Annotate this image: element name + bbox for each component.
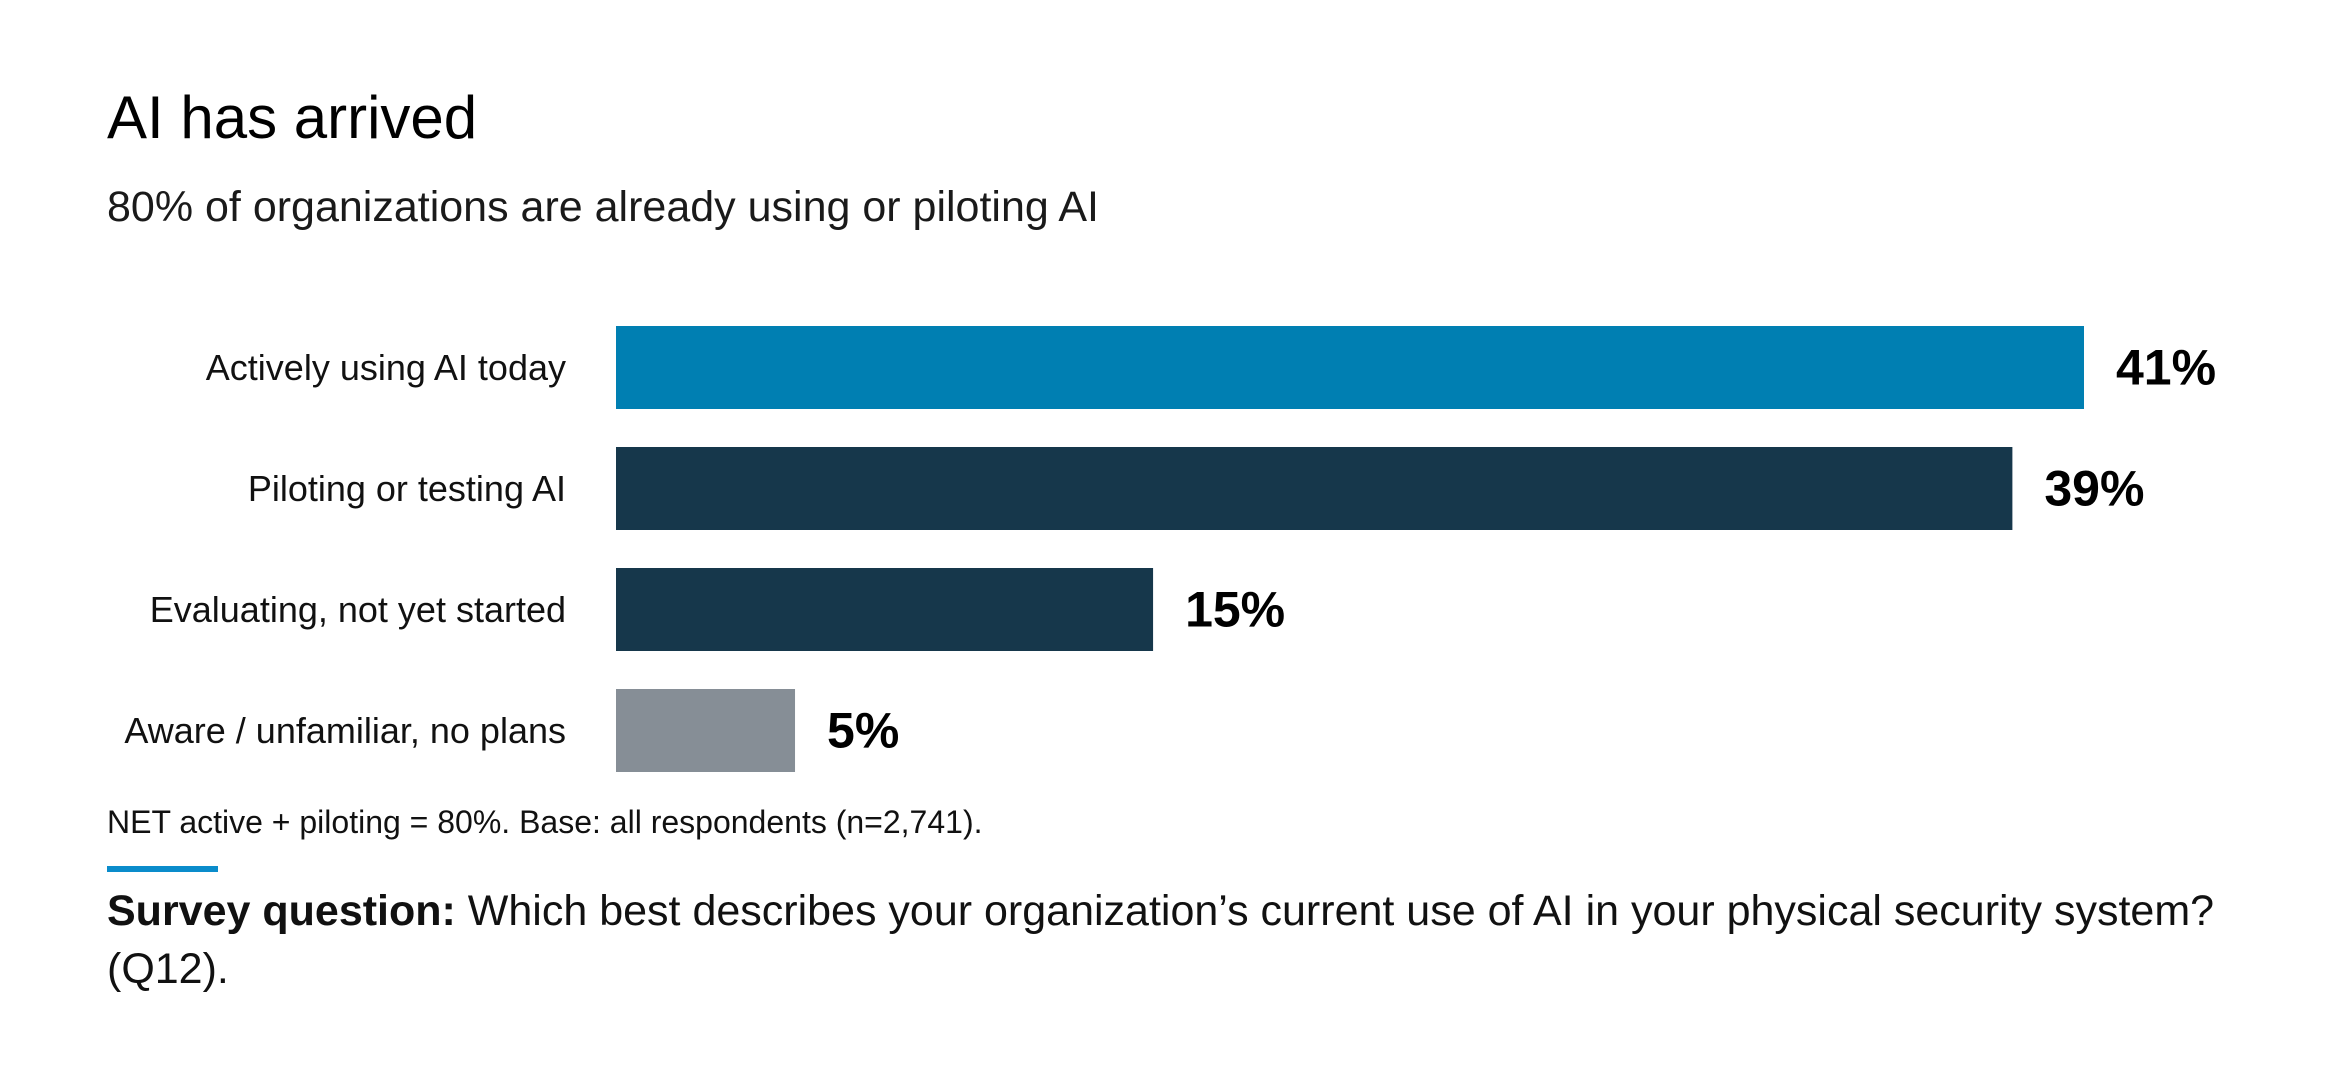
value-label-2: 15% (1185, 582, 1285, 638)
bar-2 (616, 568, 1154, 651)
value-label-3: 5% (827, 703, 899, 759)
base-note: NET active + piloting = 80%. Base: all r… (107, 804, 983, 840)
value-label-0: 41% (2116, 340, 2216, 396)
bar-3 (616, 689, 796, 772)
category-label-0: Actively using AI today (206, 347, 566, 388)
value-label-1: 39% (2044, 461, 2144, 517)
bar-0 (616, 326, 2084, 409)
bar-1 (616, 447, 2013, 530)
chart-subtitle: 80% of organizations are already using o… (107, 183, 1100, 231)
category-label-3: Aware / unfamiliar, no plans (124, 710, 566, 751)
accent-divider (107, 866, 218, 872)
survey-question: Survey question: Which best describes yo… (107, 882, 2257, 998)
category-label-2: Evaluating, not yet started (150, 589, 566, 630)
bar-chart: Actively using AI today 41% Piloting or te… (124, 326, 2216, 772)
chart-title: AI has arrived (107, 84, 478, 151)
category-label-1: Piloting or testing AI (248, 468, 566, 509)
survey-question-label: Survey question: (107, 887, 456, 935)
survey-question-text: Which best describes your organization’s… (107, 887, 2215, 994)
